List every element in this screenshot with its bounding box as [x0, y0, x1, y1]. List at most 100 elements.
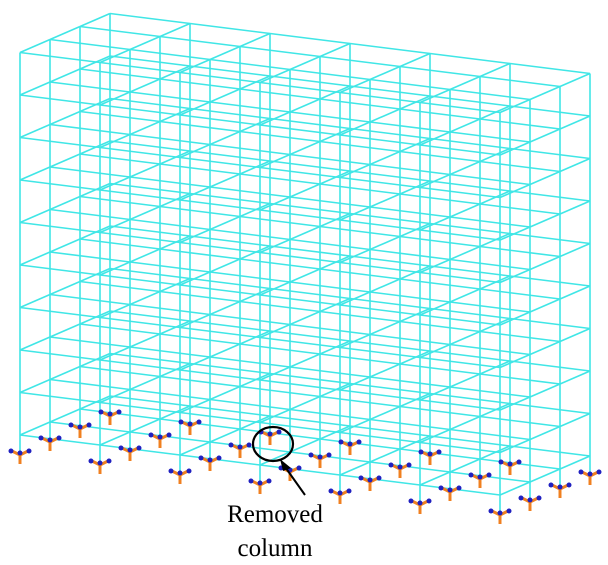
- beam: [319, 98, 401, 110]
- beam: [509, 275, 591, 287]
- support-node: [427, 451, 433, 457]
- beam: [339, 121, 371, 136]
- support-node: [157, 434, 163, 440]
- beam: [369, 448, 401, 463]
- beam: [289, 323, 371, 336]
- support: [198, 455, 222, 471]
- support-node: [317, 454, 323, 460]
- beam: [499, 396, 531, 411]
- beam: [399, 235, 481, 248]
- beam: [49, 208, 131, 221]
- beam: [239, 173, 321, 185]
- beam: [79, 25, 161, 38]
- beam: [259, 111, 291, 126]
- support: [118, 445, 142, 461]
- beam: [269, 372, 351, 385]
- beam: [189, 277, 271, 290]
- beam: [19, 264, 101, 276]
- beam: [79, 12, 111, 28]
- beam: [509, 62, 591, 75]
- support-node: [198, 455, 204, 461]
- beam: [319, 395, 401, 408]
- beam: [419, 173, 451, 189]
- support-node: [127, 447, 133, 453]
- beam: [19, 391, 101, 404]
- beam: [129, 333, 161, 348]
- beam: [239, 130, 321, 143]
- beam: [49, 153, 81, 168]
- beam: [79, 280, 161, 293]
- support: [518, 495, 542, 511]
- support-node: [56, 435, 62, 441]
- support-node: [397, 464, 403, 470]
- beam: [559, 285, 591, 300]
- beam: [269, 117, 351, 130]
- beam: [49, 238, 81, 253]
- beam: [189, 65, 271, 77]
- beam: [159, 290, 241, 303]
- beam: [369, 235, 401, 251]
- beam: [109, 225, 191, 237]
- beam: [49, 365, 81, 381]
- beam: [339, 248, 371, 264]
- beam: [129, 388, 211, 401]
- beam: [19, 349, 101, 361]
- beam: [49, 38, 131, 51]
- beam: [129, 261, 211, 273]
- beam: [129, 346, 211, 358]
- beam: [209, 45, 241, 61]
- beam: [209, 271, 291, 283]
- beam: [289, 281, 371, 293]
- beam: [529, 425, 561, 441]
- beam: [129, 290, 161, 306]
- beam: [179, 284, 261, 296]
- beam: [449, 301, 531, 313]
- beam: [349, 255, 431, 267]
- beam: [419, 441, 501, 454]
- beam: [129, 120, 161, 136]
- support-node: [596, 469, 602, 475]
- beam: [509, 445, 591, 457]
- beam: [419, 186, 501, 199]
- removed-column-marker: [251, 425, 295, 463]
- beam: [479, 75, 561, 88]
- beam: [179, 441, 211, 456]
- beam: [259, 153, 291, 169]
- beam: [99, 104, 181, 116]
- beam: [109, 267, 191, 280]
- support-node: [246, 442, 252, 448]
- beam: [449, 386, 531, 398]
- beam: [509, 147, 591, 160]
- support-node: [518, 495, 524, 501]
- beam: [499, 226, 531, 241]
- beam: [339, 376, 371, 391]
- beam: [449, 160, 481, 176]
- beam: [129, 375, 161, 391]
- beam: [259, 336, 341, 349]
- beam: [99, 316, 181, 329]
- beam: [99, 346, 131, 361]
- beam: [349, 212, 431, 225]
- beam: [129, 303, 211, 316]
- beam: [429, 350, 511, 362]
- beam: [319, 310, 401, 323]
- beam: [79, 153, 161, 165]
- support: [358, 475, 382, 491]
- beam: [209, 215, 241, 231]
- beam: [19, 293, 51, 309]
- beam: [289, 196, 371, 208]
- beam: [289, 55, 321, 71]
- beam: [369, 248, 451, 261]
- support: [418, 449, 442, 465]
- beam: [369, 333, 451, 346]
- beam: [259, 366, 291, 381]
- beam: [399, 193, 481, 205]
- beam: [49, 195, 81, 211]
- beam: [19, 179, 101, 191]
- beam: [339, 261, 421, 274]
- beam: [179, 114, 261, 126]
- beam: [419, 131, 451, 146]
- support: [388, 462, 412, 478]
- beam: [509, 232, 591, 245]
